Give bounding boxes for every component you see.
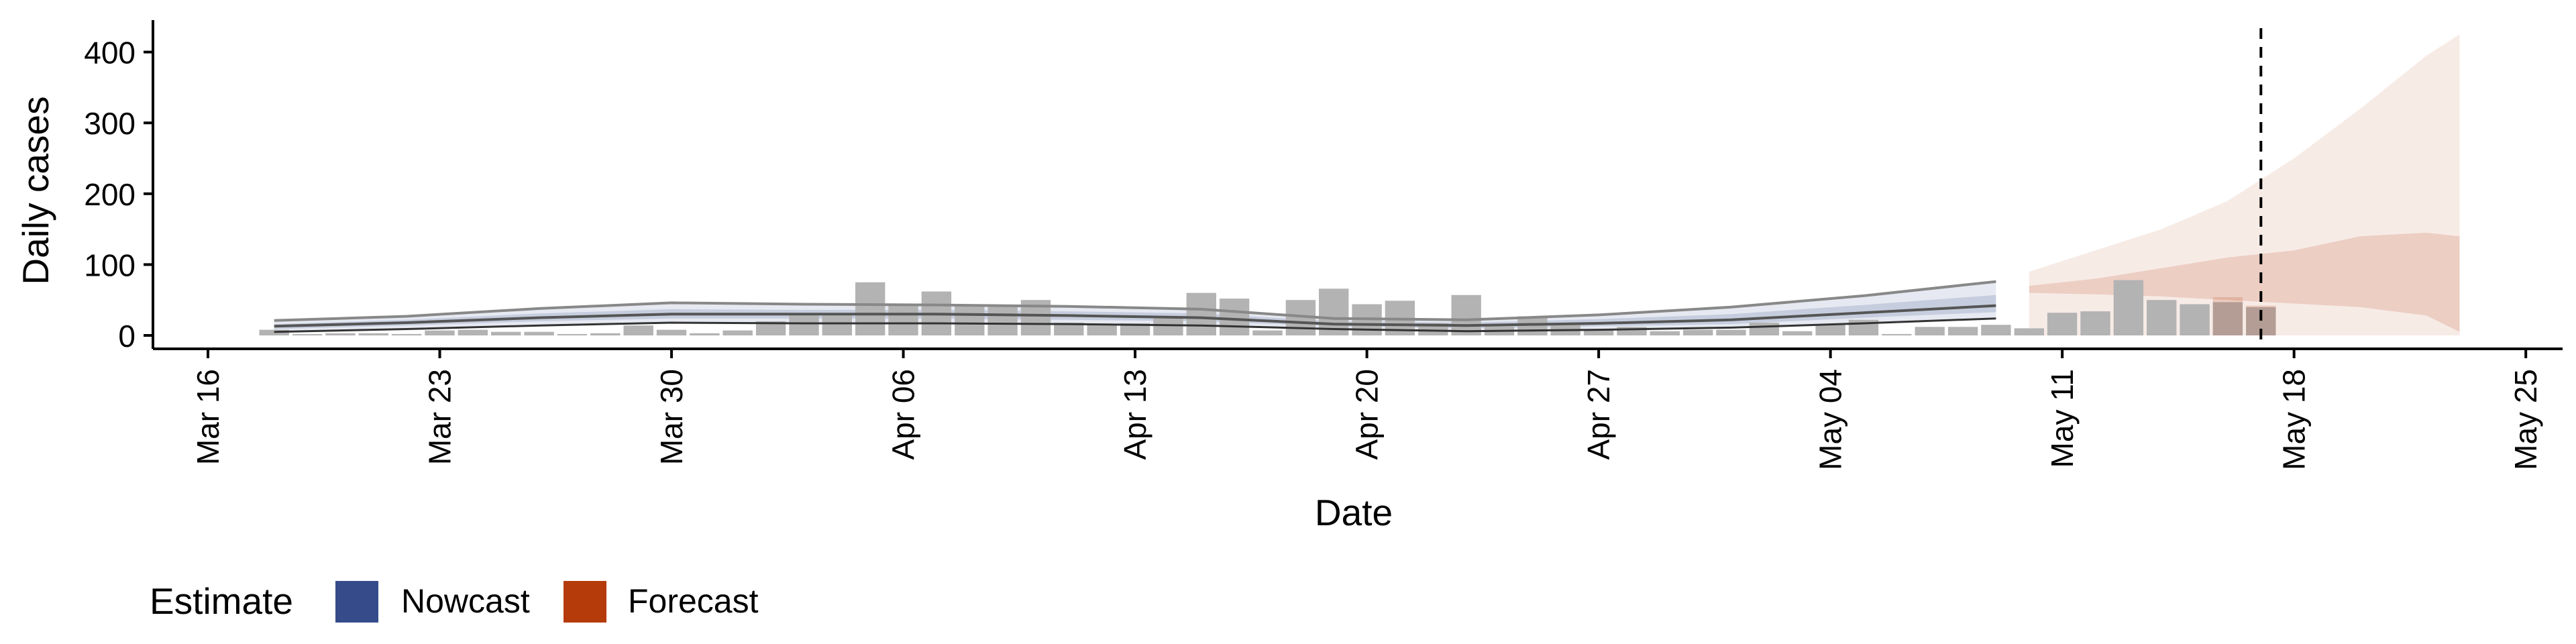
case-bar <box>259 329 289 335</box>
case-bar <box>789 315 819 335</box>
case-bar <box>2180 304 2210 335</box>
case-bar <box>2014 328 2044 335</box>
case-bar <box>325 333 356 335</box>
case-bar <box>1981 325 2011 335</box>
case-bar <box>1087 325 1117 335</box>
case-bar <box>888 303 918 335</box>
axes: 0 100 200 300 400 Mar 16 Mar 23 Mar 30 Apr 06 Apr… <box>84 20 2563 470</box>
case-bar <box>2080 311 2110 335</box>
case-bar <box>2047 313 2078 335</box>
case-bar <box>822 315 852 335</box>
estimate-lines <box>274 280 1996 333</box>
forecast-band-50 <box>2029 232 2460 332</box>
y-tick-label: 100 <box>84 248 136 282</box>
nowcast-upper-line <box>274 280 1996 322</box>
case-bar <box>1716 329 1746 335</box>
x-tick-label: May 18 <box>2277 369 2312 470</box>
x-axis-label: Date <box>1315 492 1393 533</box>
case-bar <box>557 333 588 335</box>
x-tick-label: Apr 06 <box>886 369 921 460</box>
case-bar <box>1319 288 1349 335</box>
legend-label-forecast: Forecast <box>628 582 759 620</box>
case-bar <box>292 333 323 335</box>
case-bar <box>2113 280 2144 335</box>
case-bar <box>755 321 786 335</box>
case-bar <box>524 331 554 335</box>
case-bar <box>690 333 720 335</box>
estimate-bands <box>274 34 2460 335</box>
case-bar <box>1252 330 1283 335</box>
nowcast-band-90 <box>274 281 1996 332</box>
legend-title: Estimate <box>150 580 293 622</box>
case-bar <box>1451 294 1481 335</box>
case-bar <box>1186 292 1216 335</box>
case-bar-overlay <box>2212 297 2243 335</box>
case-bar <box>491 331 521 335</box>
case-bar <box>1683 329 1713 335</box>
nowcast-band-50 <box>274 294 1996 329</box>
legend-swatch-nowcast <box>335 581 378 623</box>
case-bar <box>1915 327 1945 335</box>
case-bar <box>1054 323 1084 335</box>
case-bar <box>1882 333 1912 335</box>
case-bar <box>2147 300 2177 335</box>
case-bar <box>987 305 1018 335</box>
case-bar <box>458 329 488 335</box>
case-bar <box>358 333 388 335</box>
legend: Estimate Nowcast Forecast <box>150 580 759 623</box>
legend-label-nowcast: Nowcast <box>401 582 530 620</box>
case-bar <box>656 329 687 335</box>
case-bar <box>391 333 422 335</box>
y-axis-label: Daily cases <box>15 96 56 284</box>
case-bar <box>425 330 455 335</box>
case-bar <box>955 305 985 335</box>
forecast-band-90 <box>2029 34 2460 335</box>
case-bar <box>855 282 885 335</box>
case-bar <box>1749 323 1780 335</box>
x-tick-label: May 25 <box>2508 369 2543 470</box>
case-bar <box>1815 324 1845 335</box>
nowcast-lower-line <box>274 317 1996 333</box>
x-tick-label: Mar 16 <box>191 369 225 465</box>
case-bar <box>1782 331 1813 335</box>
y-tick-label: 300 <box>84 106 136 141</box>
y-tick-label: 400 <box>84 36 136 70</box>
x-tick-label: Mar 23 <box>423 369 458 465</box>
case-bar <box>1219 299 1250 335</box>
case-bar <box>1947 327 1978 335</box>
case-bar <box>1650 331 1680 335</box>
case-bar <box>1153 318 1183 335</box>
y-tick-label: 200 <box>84 177 136 212</box>
case-bar <box>722 330 753 335</box>
x-tick-label: May 04 <box>1813 369 1848 470</box>
case-bar <box>1583 329 1614 335</box>
x-tick-label: May 11 <box>2045 369 2080 468</box>
nowcast-median-line <box>274 304 1996 328</box>
case-bar <box>2212 302 2243 335</box>
legend-swatch-forecast <box>564 581 606 623</box>
case-bar <box>1120 323 1150 335</box>
case-bar <box>623 325 653 335</box>
x-tick-label: Apr 13 <box>1118 369 1152 460</box>
y-tick-label: 0 <box>118 319 136 354</box>
x-tick-label: Apr 20 <box>1350 369 1385 460</box>
x-tick-label: Apr 27 <box>1581 369 1616 460</box>
case-bar <box>590 333 621 335</box>
x-tick-label: Mar 30 <box>654 369 689 465</box>
